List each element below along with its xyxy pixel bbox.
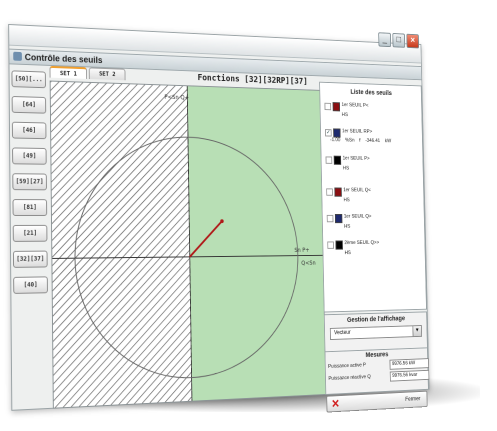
function-button[interactable]: [21] <box>13 225 48 242</box>
tab-set-1[interactable]: SET 1 <box>50 66 88 79</box>
function-button[interactable]: [49] <box>12 147 47 164</box>
threshold-checkbox[interactable]: ✓ <box>325 129 332 136</box>
threshold-value: -346.41 <box>365 138 380 144</box>
measures-panel: Mesures Puissance active P 9976.56 kW Pu… <box>325 347 429 395</box>
threshold-checkbox[interactable] <box>327 241 334 248</box>
threshold-list-title: Liste des seuils <box>320 88 421 98</box>
top-axis-label: P<Sn Q+ <box>164 95 189 102</box>
threshold-row: 2ème SEUIL Q>> HS <box>326 238 423 262</box>
close-button[interactable]: × <box>406 34 419 49</box>
close-icon: ✕ <box>331 396 340 411</box>
threshold-row: ✓ 1er SEUIL RP> -1.00 %Sn f -346.41 kW <box>323 126 420 151</box>
threshold-values: -1.00 %Sn f -346.41 kW <box>330 137 396 144</box>
close-window-label: Fermer <box>405 392 421 407</box>
threshold-state: HS <box>343 166 349 172</box>
threshold-value: -1.00 <box>330 137 340 143</box>
measure-label: Puissance réactive Q <box>328 374 370 381</box>
threshold-value: kW <box>385 139 391 144</box>
display-panel: Gestion de l'affichage Vecteur ▼ <box>324 311 428 353</box>
threshold-row: 1er SEUIL Q> HS <box>325 212 422 235</box>
threshold-color-swatch[interactable] <box>335 240 343 249</box>
threshold-checkbox[interactable] <box>326 188 333 195</box>
display-mode-value: Vecteur <box>334 330 351 336</box>
function-button[interactable]: [40] <box>13 276 48 294</box>
function-button[interactable]: [59][27] <box>12 173 47 190</box>
scene: _ □ × Contrôle des seuils [50][... [64] [4… <box>0 2 435 430</box>
hatched-zone <box>51 82 192 408</box>
threshold-checkbox[interactable] <box>327 215 334 222</box>
threshold-name: 1er SEUIL Q< <box>343 188 371 194</box>
threshold-row: 1er SEUIL Q< HS <box>325 186 422 209</box>
green-zone <box>187 86 325 400</box>
threshold-name: 1er SEUIL Q> <box>344 214 372 219</box>
threshold-name: 1er SEUIL P> <box>343 156 370 162</box>
plot-canvas: P<Sn Q+ Sn P+ Q<Sn <box>51 82 326 408</box>
threshold-color-swatch[interactable] <box>334 156 341 165</box>
right-axis-label: Sn P+ <box>294 248 309 254</box>
threshold-name: 1er SEUIL P< <box>341 102 368 108</box>
minimize-button[interactable]: _ <box>378 32 391 47</box>
function-button[interactable]: [64] <box>12 96 47 114</box>
display-title: Gestion de l'affichage <box>325 315 427 324</box>
maximize-button[interactable]: □ <box>392 33 405 48</box>
app-icon <box>13 52 22 61</box>
display-mode-select[interactable]: Vecteur ▼ <box>330 325 422 340</box>
function-button[interactable]: [50][... <box>11 70 46 88</box>
threshold-state: HS <box>345 250 351 256</box>
threshold-color-swatch[interactable] <box>335 214 343 223</box>
threshold-color-swatch[interactable] <box>333 128 340 137</box>
threshold-checkbox[interactable] <box>326 156 333 163</box>
function-button[interactable]: [46] <box>12 122 47 139</box>
window-title: Contrôle des seuils <box>13 50 102 67</box>
threshold-list: 1er SEUIL P< HS ✓ 1er SEUIL RP> -1.00 %Sn f -34… <box>320 100 425 262</box>
function-sidebar: [50][... [64] [46] [49] [59][27] [81] [21] [32]… <box>11 70 48 303</box>
power-plot: P<Sn Q+ Sn P+ Q<Sn <box>50 81 327 409</box>
measure-value: 9976.56 kvar <box>390 370 430 382</box>
window-title-text: Contrôle des seuils <box>25 52 103 65</box>
threshold-row: 1er SEUIL P< HS <box>323 100 420 125</box>
app-window: _ □ × Contrôle des seuils [50][... [64] [4… <box>8 24 429 411</box>
threshold-value: f <box>359 138 360 143</box>
threshold-color-swatch[interactable] <box>333 102 340 111</box>
function-button[interactable]: [81] <box>13 199 48 216</box>
threshold-checkbox[interactable] <box>324 103 331 110</box>
threshold-state: HS <box>343 198 349 203</box>
chevron-down-icon[interactable]: ▼ <box>412 326 421 336</box>
threshold-state: HS <box>344 224 350 229</box>
set-tabs: SET 1 SET 2 <box>50 66 128 80</box>
threshold-row: 1er SEUIL P> HS <box>324 154 421 178</box>
function-button[interactable]: [32][37] <box>13 251 48 268</box>
measure-label: Puissance active P <box>328 363 366 370</box>
measure-value: 9976.56 kW <box>390 358 430 370</box>
threshold-name: 2ème SEUIL Q>> <box>344 240 379 246</box>
threshold-list-panel: Liste des seuils 1er SEUIL P< HS ✓ 1er SEUI… <box>319 82 427 313</box>
right-axis-label-2: Q<Sn <box>301 261 316 267</box>
window-controls: _ □ × <box>378 32 419 48</box>
threshold-name: 1er SEUIL RP> <box>342 129 372 135</box>
tab-set-2[interactable]: SET 2 <box>89 67 126 80</box>
threshold-color-swatch[interactable] <box>334 188 341 197</box>
threshold-value: %Sn <box>345 138 354 144</box>
threshold-state: HS <box>342 112 348 118</box>
